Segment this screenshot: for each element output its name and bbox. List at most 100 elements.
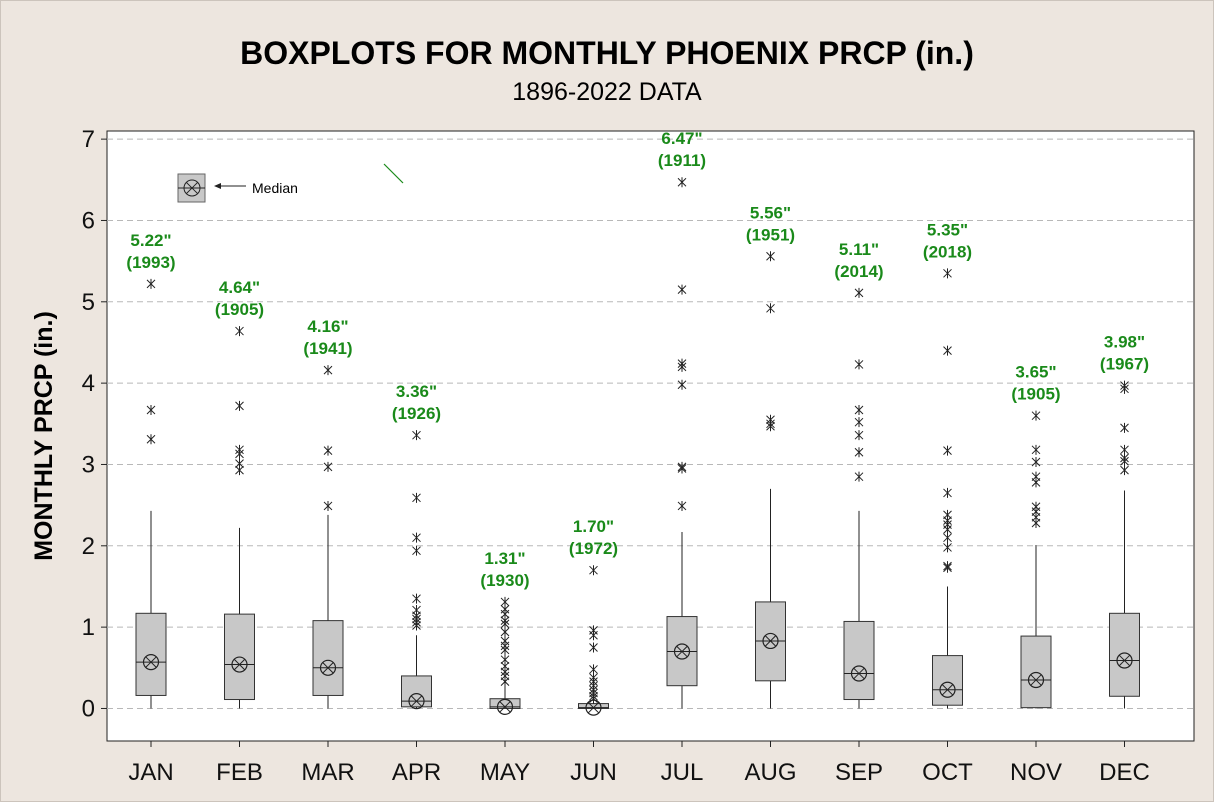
- median-marker: [408, 693, 425, 710]
- x-tick-label: MAY: [480, 759, 530, 786]
- outlier-point: [589, 664, 598, 675]
- y-tick-label: 7: [82, 126, 95, 153]
- x-tick-label: OCT: [922, 759, 973, 786]
- record-value: 1.70": [573, 517, 614, 536]
- x-tick-label: JAN: [128, 759, 173, 786]
- outlier-point: [146, 278, 156, 289]
- box-mar: [312, 365, 344, 709]
- outlier-point: [766, 414, 775, 425]
- record-value: 6.47": [661, 129, 702, 148]
- record-value: 1.31": [484, 549, 525, 568]
- chart-subtitle: 1896-2022 DATA: [512, 78, 702, 106]
- outlier-point: [500, 635, 510, 646]
- legend-arrow-head: [214, 183, 221, 189]
- median-marker: [231, 656, 248, 673]
- gridlines: [107, 138, 1194, 709]
- median-marker: [319, 659, 337, 676]
- median-marker: [1027, 671, 1045, 689]
- plot-area: [106, 130, 1195, 742]
- record-annotations: 5.22" (1993) 4.64" (1905) 4.16" (1941) 3.36" (1…: [126, 129, 1149, 590]
- outlier-point: [323, 445, 333, 456]
- outlier-point: [235, 458, 244, 469]
- outlier-point: [323, 500, 333, 511]
- record-year: (1941): [303, 339, 352, 358]
- legend-label: Median: [252, 180, 298, 196]
- y-tick-label: 4: [82, 370, 95, 397]
- iqr-box: [1109, 612, 1140, 697]
- outlier-point: [500, 654, 510, 665]
- outlier-point: [854, 417, 864, 428]
- outlier-point: [1031, 410, 1041, 421]
- iqr-box: [932, 655, 963, 706]
- outlier-point: [1120, 422, 1129, 433]
- outlier-point: [677, 379, 687, 390]
- record-year: (1930): [480, 571, 529, 590]
- outlier-point: [943, 561, 952, 572]
- y-axis-label: MONTHLY PRCP (in.): [30, 311, 58, 561]
- median-marker-x2: [853, 667, 865, 680]
- outlier-point: [412, 492, 421, 503]
- outlier-point: [677, 461, 687, 472]
- box-jan: [135, 278, 167, 709]
- x-tick-label: FEB: [216, 759, 263, 786]
- legend-median-marker-x2: [185, 181, 199, 195]
- box-jul: [666, 177, 698, 709]
- box-nov: [1020, 410, 1052, 709]
- legend: Median: [177, 173, 298, 203]
- median-marker: [142, 654, 160, 671]
- median-marker-x2: [233, 658, 246, 671]
- x-tick-label: MAR: [301, 759, 354, 786]
- median-marker-x2: [1118, 654, 1131, 667]
- outlier-point: [943, 445, 952, 456]
- record-value: 5.22": [130, 231, 171, 250]
- outlier-point: [943, 487, 952, 498]
- iqr-box: [489, 698, 521, 709]
- outlier-point: [1120, 444, 1129, 455]
- record-value: 3.65": [1015, 363, 1056, 382]
- outlier-point: [1031, 501, 1041, 512]
- outlier-point: [943, 268, 952, 279]
- outlier-point: [854, 359, 864, 370]
- outlier-point: [677, 358, 687, 369]
- record-year: (1951): [746, 225, 795, 244]
- median-marker: [673, 643, 691, 660]
- record-year: (1926): [392, 404, 441, 423]
- x-tick-label: APR: [392, 759, 441, 786]
- box-feb: [224, 326, 255, 709]
- y-tick-label: 1: [82, 614, 95, 641]
- outlier-point: [677, 500, 687, 511]
- outlier-point: [854, 404, 864, 415]
- outlier-point: [589, 625, 598, 636]
- record-value: 3.98": [1104, 333, 1145, 352]
- x-tick-label: JUL: [661, 759, 704, 786]
- y-tick-label: 0: [82, 695, 95, 722]
- outlier-point: [412, 605, 421, 616]
- stray-mark: [383, 163, 404, 184]
- box-jun: [578, 565, 609, 716]
- box-dec: [1109, 380, 1140, 709]
- record-year: (1967): [1100, 355, 1149, 374]
- record-year: (1993): [126, 253, 175, 272]
- median-marker: [496, 698, 514, 715]
- median-marker: [1116, 652, 1133, 669]
- outlier-point: [766, 251, 775, 262]
- record-value: 5.56": [750, 203, 791, 222]
- median-marker-x2: [322, 662, 334, 674]
- outlier-point: [854, 287, 864, 298]
- box-may: [489, 596, 521, 715]
- outlier-point: [854, 430, 864, 441]
- outlier-point: [589, 642, 598, 653]
- record-value: 5.35": [927, 220, 968, 239]
- iqr-box: [401, 675, 432, 708]
- outlier-point: [500, 596, 510, 607]
- iqr-box: [1020, 635, 1052, 709]
- outlier-point: [943, 509, 952, 520]
- outlier-point: [412, 532, 421, 543]
- y-axis: 0 1 2 3 4 5 6 7: [82, 126, 107, 722]
- outlier-point: [146, 434, 156, 445]
- median-marker-x2: [410, 695, 423, 707]
- record-year: (1905): [215, 300, 264, 319]
- median-marker-x2: [587, 701, 600, 714]
- box-sep: [843, 287, 875, 709]
